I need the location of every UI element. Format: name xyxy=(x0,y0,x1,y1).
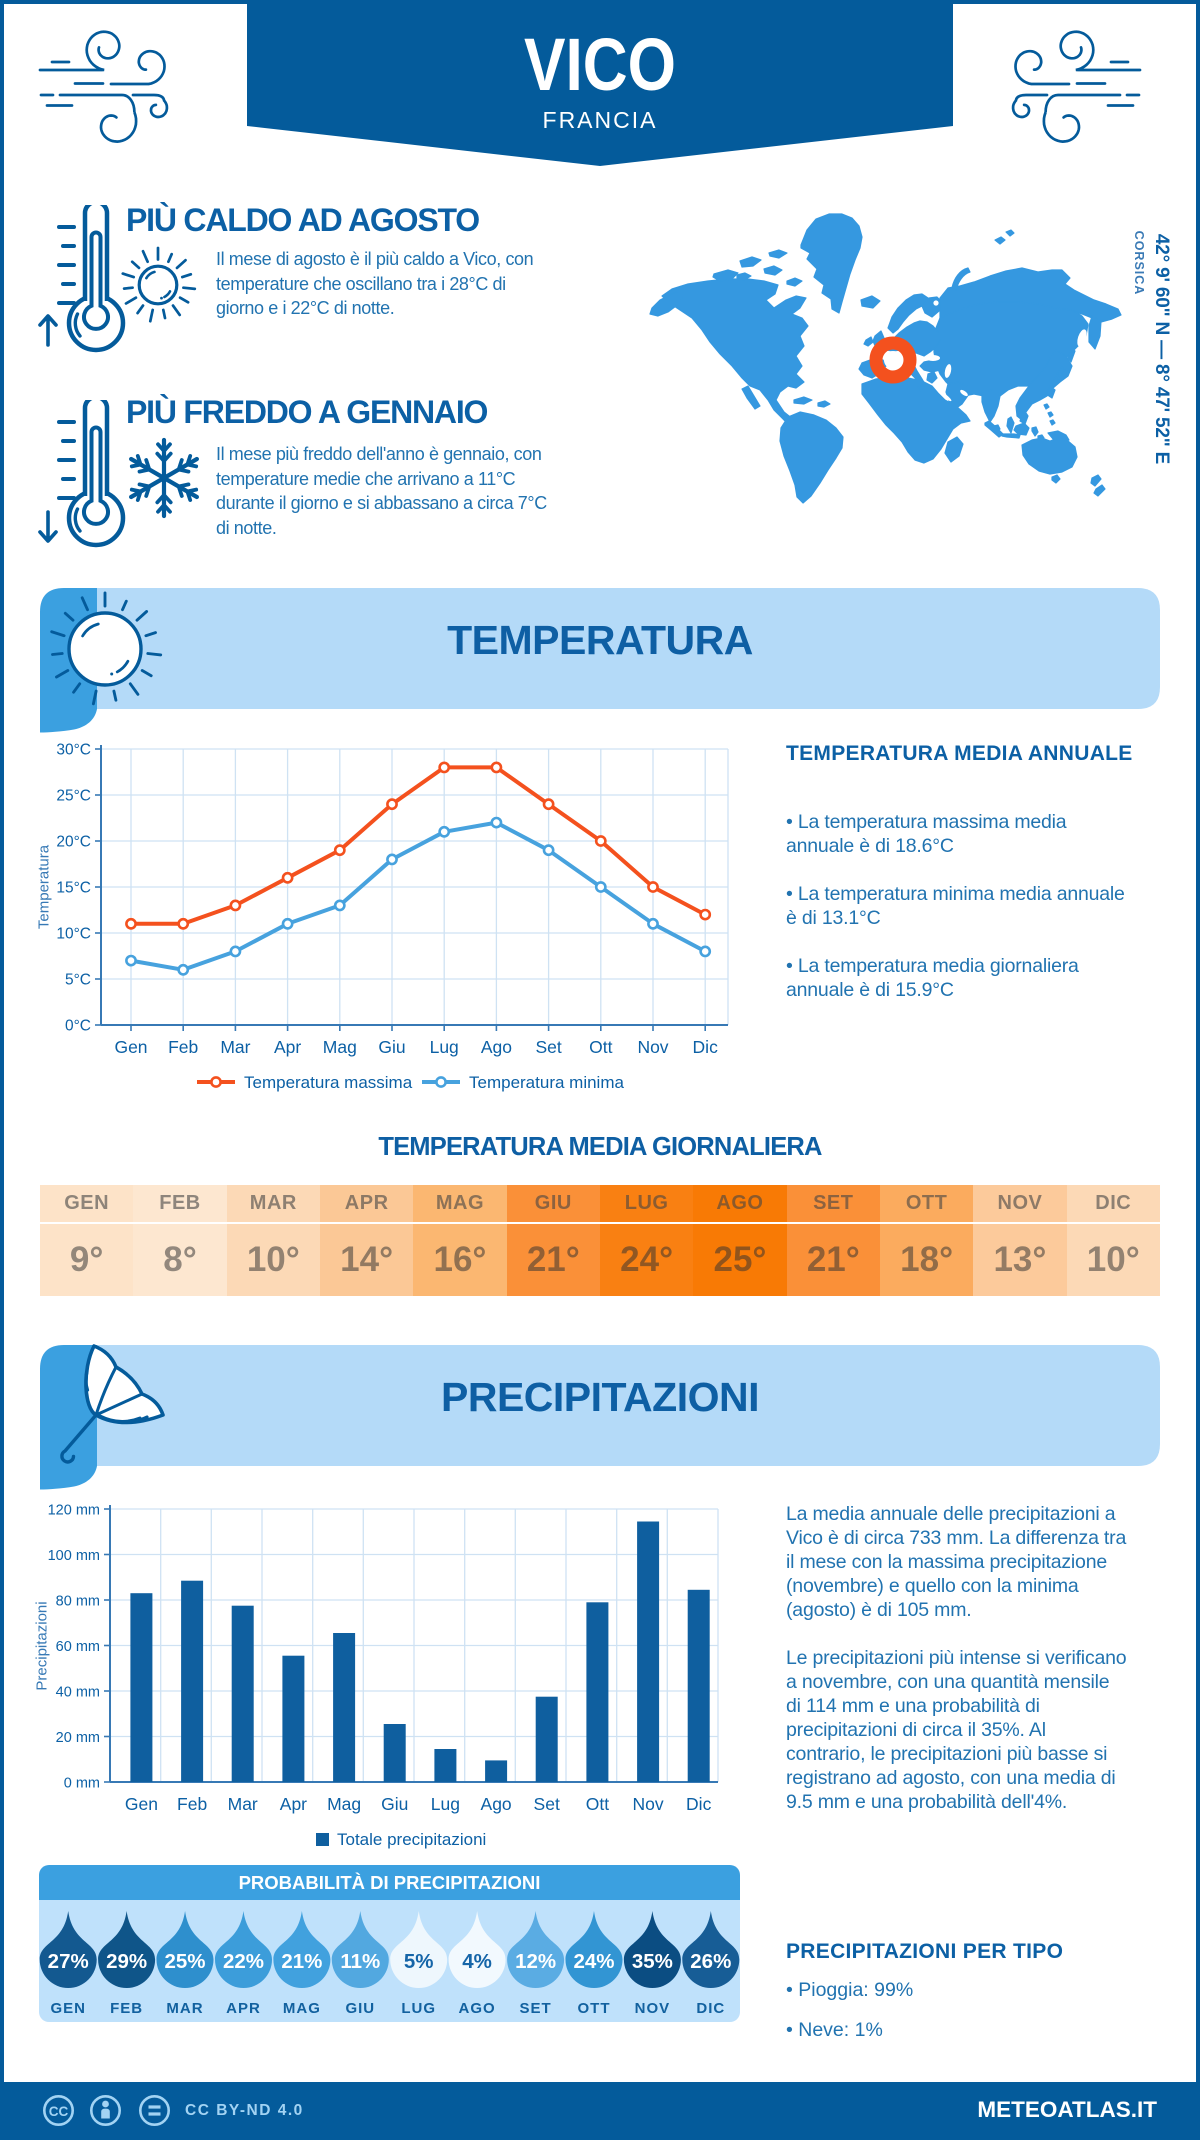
svg-text:15°C: 15°C xyxy=(56,880,91,897)
svg-text:11%: 11% xyxy=(340,1950,380,1973)
svg-text:MAR: MAR xyxy=(166,2000,203,2017)
svg-text:12%: 12% xyxy=(515,1950,556,1973)
svg-text:APR: APR xyxy=(226,2000,261,2017)
svg-text:MAG: MAG xyxy=(283,2000,321,2017)
svg-text:26%: 26% xyxy=(690,1950,731,1973)
svg-text:80 mm: 80 mm xyxy=(56,1594,100,1610)
svg-text:Temperatura minima: Temperatura minima xyxy=(469,1073,624,1092)
svg-text:27%: 27% xyxy=(48,1950,89,1973)
svg-text:AGO: AGO xyxy=(459,2000,496,2017)
svg-text:Giu: Giu xyxy=(378,1037,405,1057)
svg-text:25%: 25% xyxy=(164,1950,205,1973)
svg-text:5%: 5% xyxy=(404,1950,434,1973)
svg-text:Dic: Dic xyxy=(693,1037,719,1057)
svg-text:Mag: Mag xyxy=(327,1794,361,1814)
svg-text:Temperatura massima: Temperatura massima xyxy=(244,1073,413,1092)
svg-text:Feb: Feb xyxy=(168,1037,198,1057)
svg-text:100 mm: 100 mm xyxy=(48,1548,100,1564)
svg-text:Set: Set xyxy=(534,1794,560,1814)
svg-text:40 mm: 40 mm xyxy=(56,1685,100,1701)
svg-text:OTT: OTT xyxy=(578,2000,611,2017)
svg-text:0°C: 0°C xyxy=(65,1018,91,1035)
svg-text:Dic: Dic xyxy=(686,1794,712,1814)
svg-text:Giu: Giu xyxy=(381,1794,408,1814)
svg-text:35%: 35% xyxy=(632,1950,673,1973)
svg-text:4%: 4% xyxy=(462,1950,492,1973)
svg-text:20 mm: 20 mm xyxy=(56,1730,100,1746)
svg-text:GIU: GIU xyxy=(345,2000,375,2017)
svg-text:0 mm: 0 mm xyxy=(64,1776,100,1792)
svg-text:Mag: Mag xyxy=(323,1037,357,1057)
svg-text:5°C: 5°C xyxy=(65,972,91,989)
svg-text:NOV: NOV xyxy=(635,2000,671,2017)
svg-text:21%: 21% xyxy=(281,1950,322,1973)
svg-text:Gen: Gen xyxy=(125,1794,158,1814)
svg-text:DIC: DIC xyxy=(696,2000,725,2017)
svg-text:Ago: Ago xyxy=(481,1794,512,1814)
svg-text:22%: 22% xyxy=(223,1950,264,1973)
svg-text:LUG: LUG xyxy=(401,2000,436,2017)
svg-text:Gen: Gen xyxy=(114,1037,147,1057)
svg-text:24%: 24% xyxy=(573,1950,614,1973)
svg-text:Feb: Feb xyxy=(177,1794,207,1814)
svg-text:CC: CC xyxy=(49,2104,69,2119)
svg-text:Set: Set xyxy=(535,1037,561,1057)
svg-text:FEB: FEB xyxy=(110,2000,143,2017)
svg-text:60 mm: 60 mm xyxy=(56,1639,100,1655)
svg-text:10°C: 10°C xyxy=(56,926,91,943)
svg-text:Ago: Ago xyxy=(481,1037,512,1057)
svg-text:Mar: Mar xyxy=(228,1794,258,1814)
svg-text:Ott: Ott xyxy=(589,1037,612,1057)
svg-text:120 mm: 120 mm xyxy=(48,1503,100,1519)
svg-text:SET: SET xyxy=(520,2000,552,2017)
svg-text:Totale precipitazioni: Totale precipitazioni xyxy=(337,1830,486,1849)
svg-text:Ott: Ott xyxy=(586,1794,609,1814)
svg-text:29%: 29% xyxy=(106,1950,147,1973)
svg-text:30°C: 30°C xyxy=(56,742,91,759)
svg-text:Apr: Apr xyxy=(280,1794,307,1814)
svg-text:20°C: 20°C xyxy=(56,834,91,851)
svg-text:Mar: Mar xyxy=(220,1037,250,1057)
svg-text:Apr: Apr xyxy=(274,1037,301,1057)
svg-text:25°C: 25°C xyxy=(56,788,91,805)
svg-text:Nov: Nov xyxy=(633,1794,664,1814)
svg-text:Nov: Nov xyxy=(637,1037,668,1057)
svg-text:Lug: Lug xyxy=(430,1037,459,1057)
svg-text:Lug: Lug xyxy=(431,1794,460,1814)
svg-text:GEN: GEN xyxy=(50,2000,86,2017)
